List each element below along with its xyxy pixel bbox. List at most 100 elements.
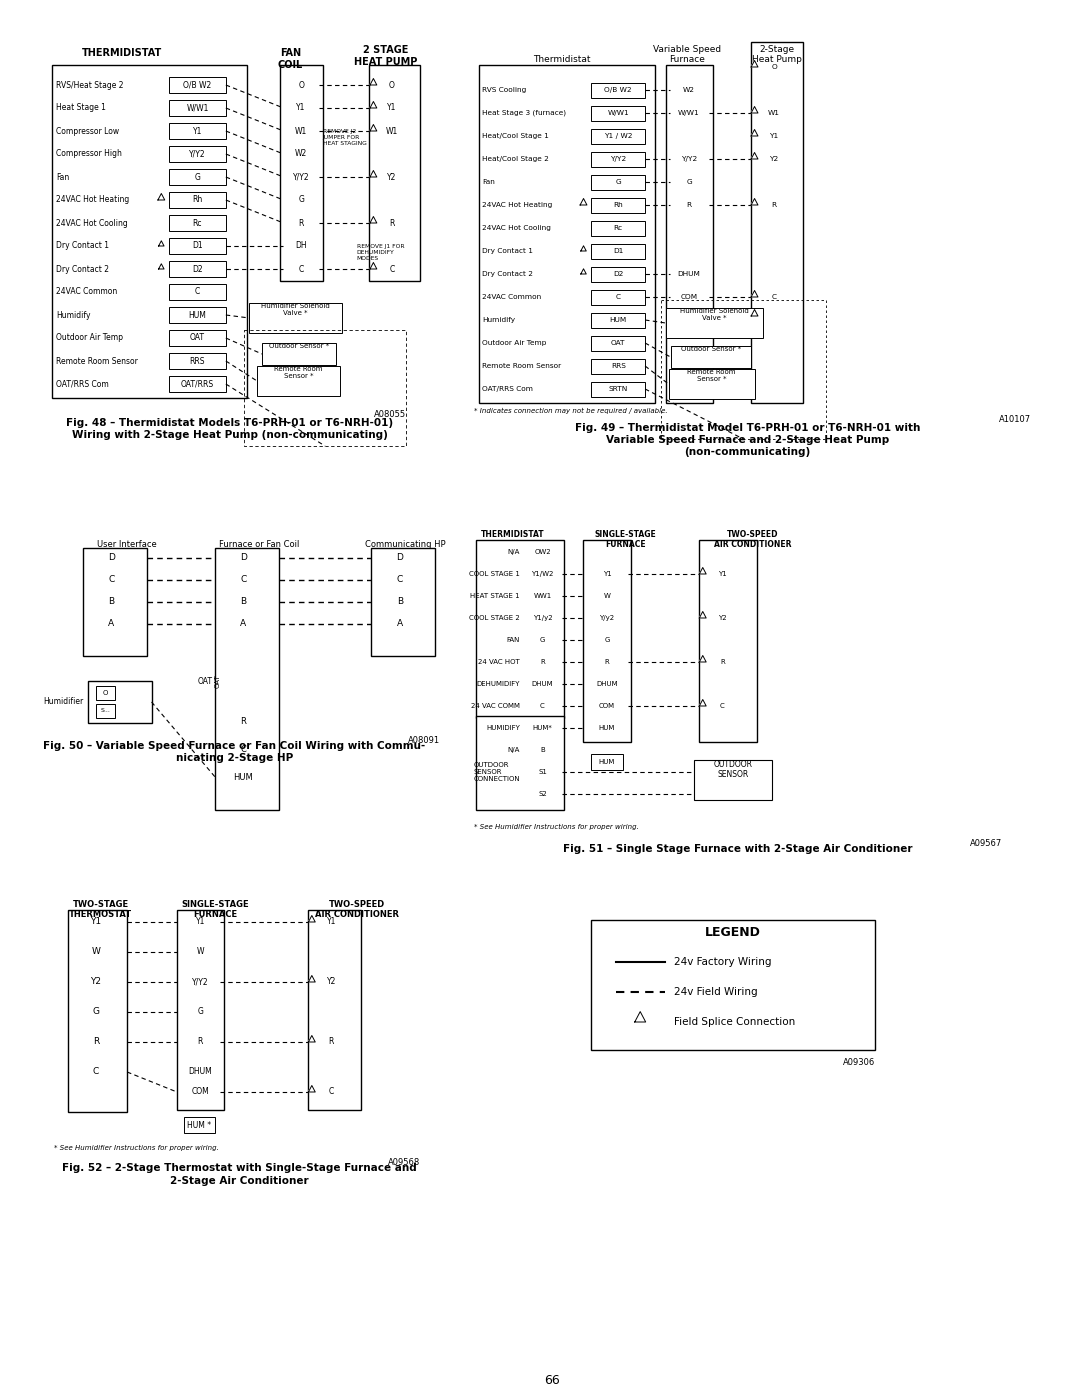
Text: DHUM: DHUM (677, 271, 701, 277)
Text: THERMIDISTAT: THERMIDISTAT (82, 47, 162, 59)
Text: D2: D2 (192, 264, 203, 274)
Text: Y1: Y1 (388, 103, 396, 113)
Bar (283, 123, 319, 138)
Bar (315, 972, 347, 990)
Text: 24VAC Hot Heating: 24VAC Hot Heating (482, 203, 552, 208)
Bar (80, 1063, 111, 1081)
Bar (372, 548, 435, 657)
Bar (283, 193, 319, 208)
Bar (177, 909, 224, 1111)
Bar (586, 610, 627, 626)
Polygon shape (370, 102, 377, 108)
Bar (262, 344, 336, 365)
Bar (98, 571, 125, 590)
Bar (586, 719, 627, 736)
Bar (476, 717, 564, 810)
Text: COM: COM (191, 1087, 210, 1097)
Text: Y/Y2: Y/Y2 (293, 172, 309, 182)
Polygon shape (700, 655, 706, 662)
Text: Heat Stage 1: Heat Stage 1 (56, 103, 106, 113)
Text: Field Splice Connection: Field Splice Connection (674, 1017, 796, 1027)
Text: HUM: HUM (233, 773, 254, 781)
Text: A: A (396, 619, 403, 629)
Text: HUM: HUM (598, 725, 616, 731)
Bar (592, 313, 645, 327)
Bar (586, 631, 627, 648)
Bar (80, 1003, 111, 1021)
Text: R: R (298, 218, 303, 228)
Text: R: R (241, 717, 246, 725)
Text: RRS: RRS (190, 356, 205, 366)
Text: Remote Room Sensor: Remote Room Sensor (482, 363, 561, 369)
Text: Fig. 51 – Single Stage Furnace with 2-Stage Air Conditioner: Fig. 51 – Single Stage Furnace with 2-St… (563, 844, 913, 854)
Text: C: C (108, 576, 114, 584)
Text: DEHUMIDIFY: DEHUMIDIFY (476, 680, 519, 687)
Polygon shape (581, 268, 586, 274)
Bar (523, 719, 562, 736)
Bar (170, 77, 226, 94)
Text: G: G (298, 196, 303, 204)
Text: 24VAC Common: 24VAC Common (482, 293, 541, 300)
Text: Y2: Y2 (769, 156, 779, 162)
Text: W: W (92, 947, 100, 957)
Bar (180, 1083, 220, 1101)
Text: Humidify: Humidify (56, 310, 91, 320)
Bar (230, 768, 257, 787)
Bar (315, 1032, 347, 1051)
Polygon shape (580, 198, 586, 205)
Polygon shape (158, 194, 165, 200)
Text: R: R (687, 203, 691, 208)
Text: C: C (240, 576, 246, 584)
Text: OAT/RRS Com: OAT/RRS Com (56, 380, 108, 388)
Bar (180, 943, 220, 961)
Polygon shape (309, 1085, 315, 1092)
Text: 24VAC Hot Cooling: 24VAC Hot Cooling (56, 218, 127, 228)
Text: G: G (198, 1007, 203, 1017)
Text: * See Humidifier Instructions for proper wiring.: * See Humidifier Instructions for proper… (54, 1146, 218, 1151)
Bar (592, 175, 645, 190)
Text: Dry Contact 1: Dry Contact 1 (482, 249, 532, 254)
Text: (non-communicating): (non-communicating) (685, 447, 811, 457)
Bar (180, 1063, 220, 1081)
Bar (523, 676, 562, 692)
Bar (706, 654, 738, 671)
Text: OAT: OAT (190, 334, 205, 342)
Text: Y1: Y1 (296, 103, 306, 113)
Bar (170, 353, 226, 369)
Text: W2: W2 (683, 87, 696, 94)
Text: A10107: A10107 (999, 415, 1031, 425)
Text: Outdoor Sensor *: Outdoor Sensor * (269, 344, 329, 349)
Text: Rc: Rc (192, 218, 202, 228)
Polygon shape (751, 152, 758, 159)
Text: LEGEND: LEGEND (705, 925, 761, 939)
Text: Dry Contact 2: Dry Contact 2 (56, 264, 109, 274)
Text: C: C (396, 576, 403, 584)
Text: FAN: FAN (507, 637, 519, 643)
Text: B: B (540, 747, 544, 753)
Bar (283, 101, 319, 116)
Bar (592, 381, 645, 397)
Text: Y2: Y2 (91, 978, 102, 986)
Text: Humidifier Solenoid
Valve *: Humidifier Solenoid Valve * (261, 303, 330, 316)
Bar (671, 346, 751, 367)
Text: D: D (108, 553, 114, 563)
Bar (215, 548, 279, 810)
Bar (180, 1003, 220, 1021)
Bar (523, 742, 562, 759)
Text: C: C (298, 264, 303, 274)
Bar (523, 588, 562, 604)
Text: OAT: OAT (198, 676, 213, 686)
Text: G: G (605, 637, 610, 643)
Text: DHUM: DHUM (531, 680, 553, 687)
Text: RVS Cooling: RVS Cooling (482, 87, 526, 94)
Bar (98, 592, 125, 610)
Bar (387, 592, 414, 610)
Bar (670, 106, 708, 120)
Text: COM: COM (599, 703, 615, 710)
Bar (283, 77, 319, 92)
Text: * Indicates connection may not be required / available.: * Indicates connection may not be requir… (474, 408, 667, 414)
Text: O: O (103, 690, 108, 696)
Text: OAT: OAT (215, 675, 221, 687)
Text: Rh: Rh (192, 196, 203, 204)
Bar (170, 330, 226, 346)
